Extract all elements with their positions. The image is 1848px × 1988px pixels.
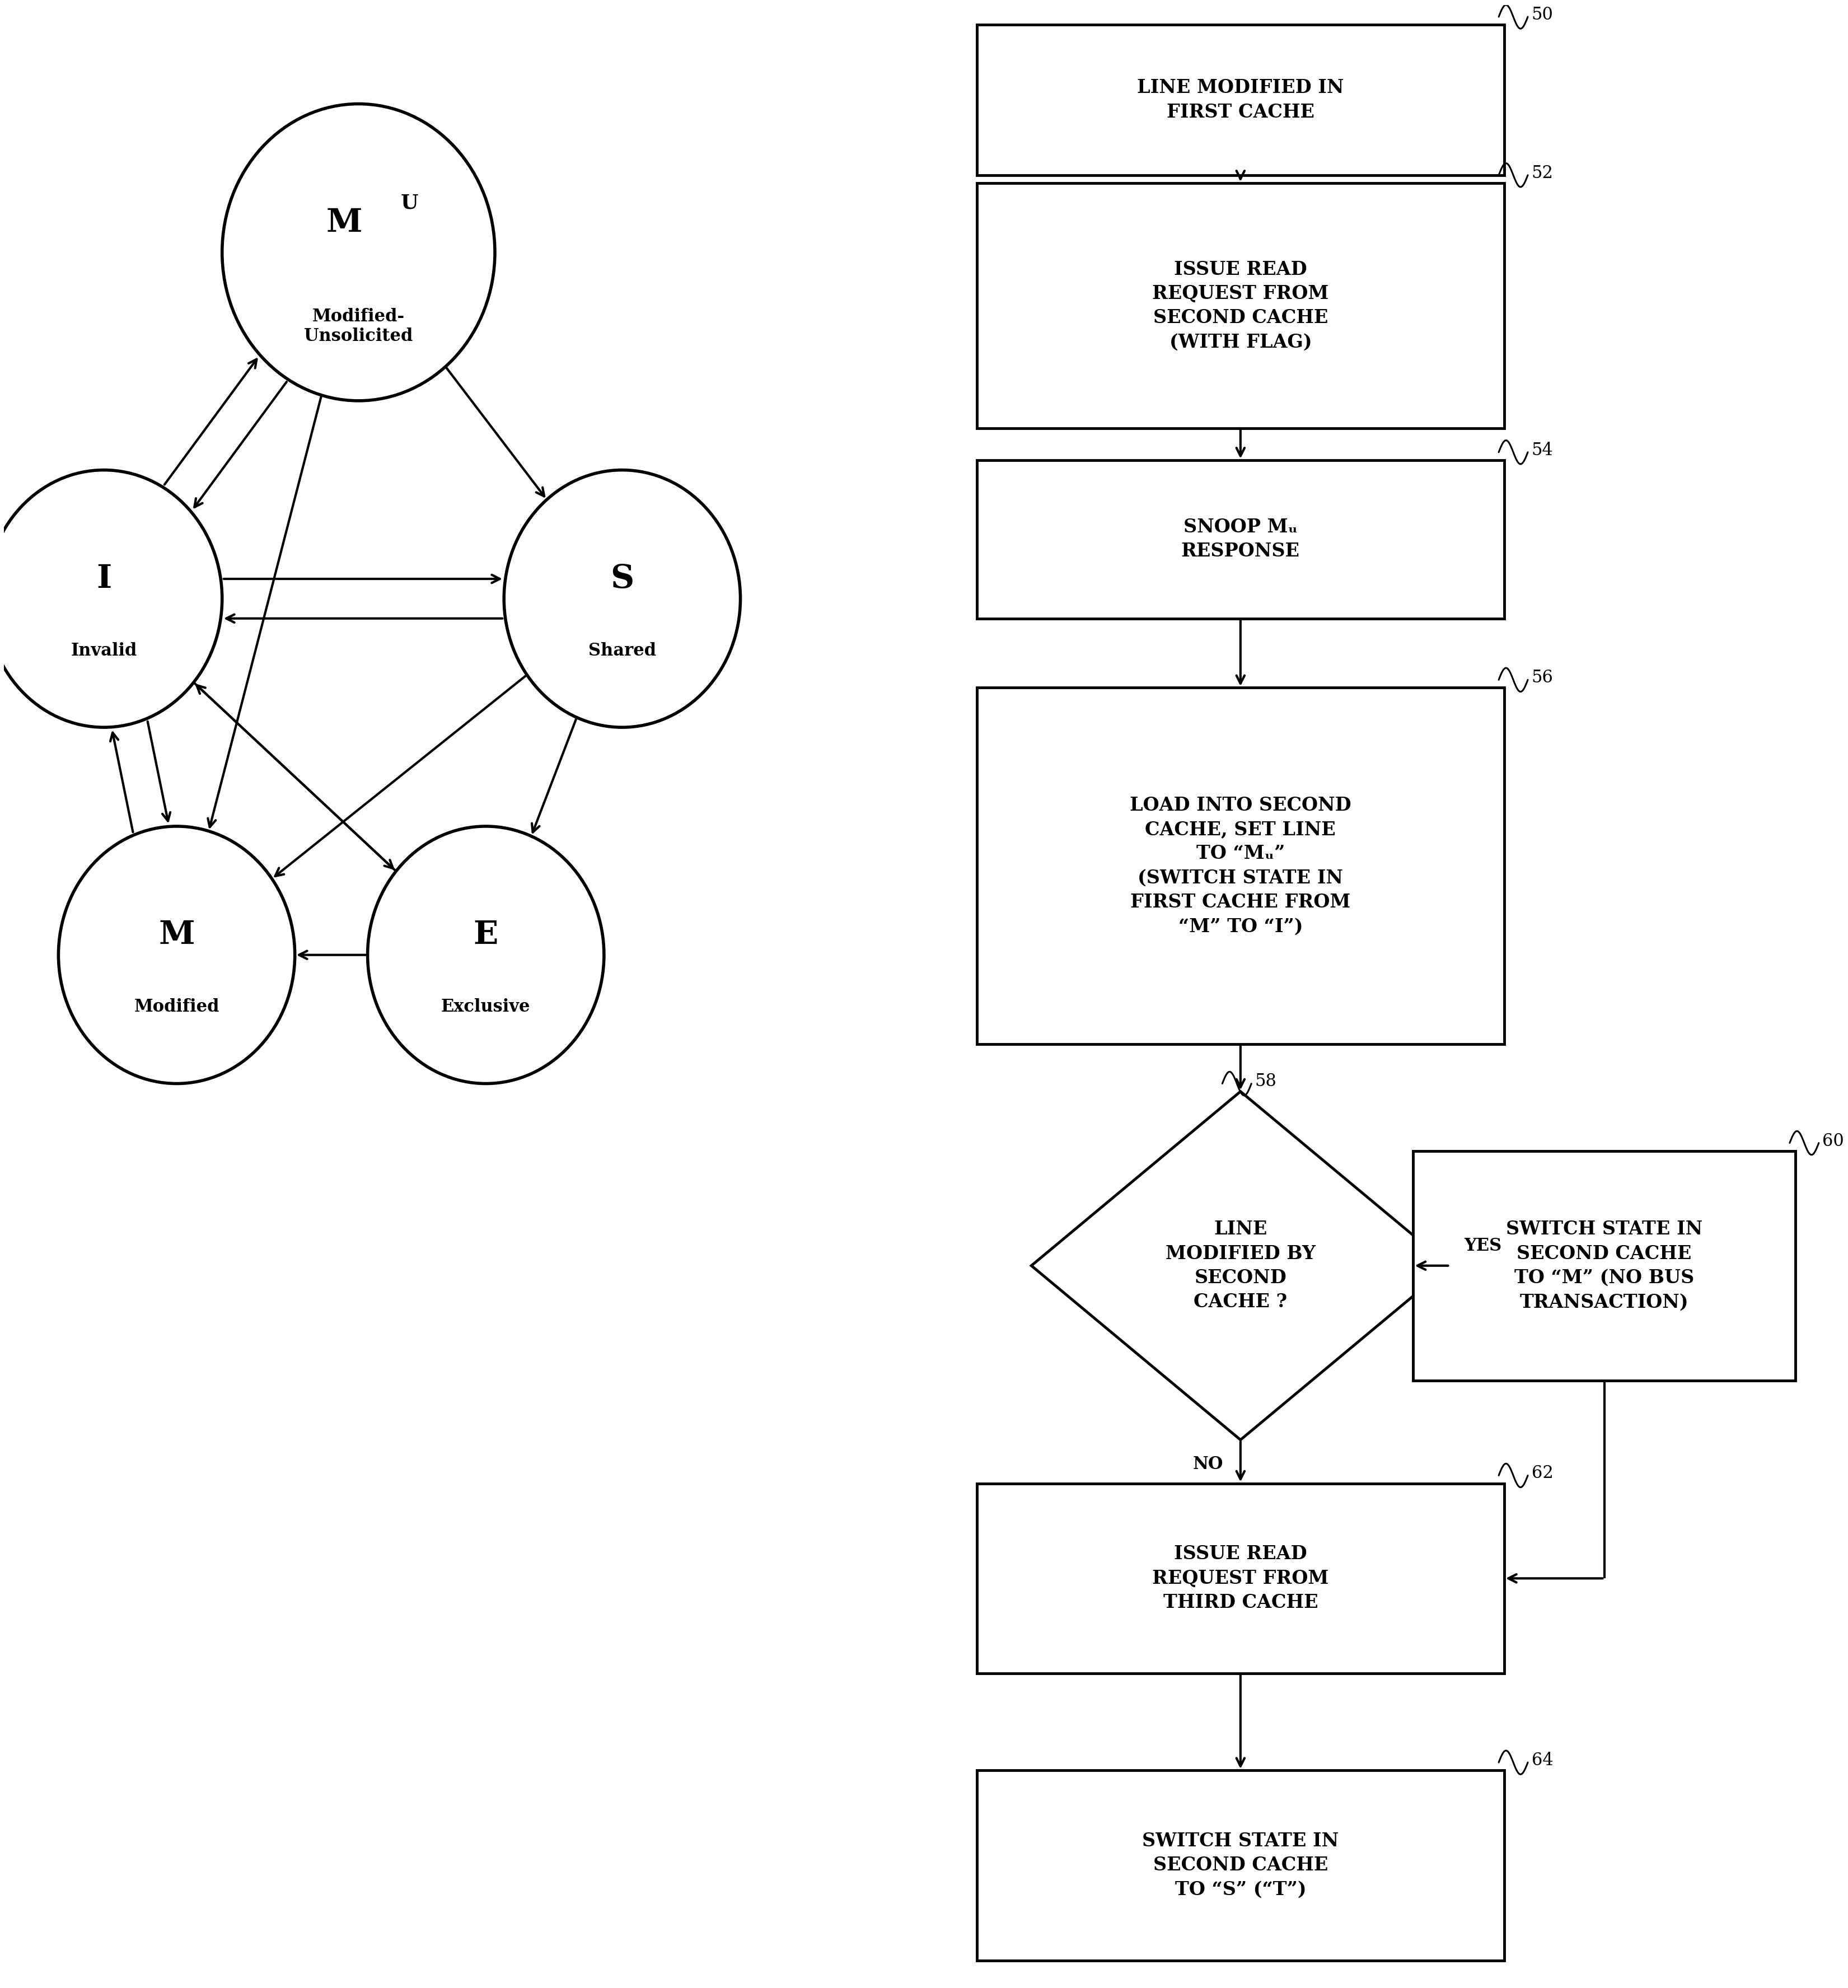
FancyBboxPatch shape bbox=[978, 459, 1504, 618]
Text: 62: 62 bbox=[1532, 1465, 1552, 1483]
FancyBboxPatch shape bbox=[978, 24, 1504, 175]
FancyBboxPatch shape bbox=[978, 688, 1504, 1044]
Text: 56: 56 bbox=[1532, 670, 1552, 686]
Text: M: M bbox=[325, 207, 362, 239]
Polygon shape bbox=[1031, 1091, 1449, 1439]
Text: LOAD INTO SECOND
CACHE, SET LINE
TO “Mᵤ”
(SWITCH STATE IN
FIRST CACHE FROM
“M” T: LOAD INTO SECOND CACHE, SET LINE TO “Mᵤ”… bbox=[1129, 795, 1351, 936]
Text: M: M bbox=[159, 920, 194, 950]
Circle shape bbox=[222, 103, 495, 402]
Text: YES: YES bbox=[1464, 1237, 1502, 1254]
Text: SWITCH STATE IN
SECOND CACHE
TO “S” (“T”): SWITCH STATE IN SECOND CACHE TO “S” (“T”… bbox=[1142, 1831, 1338, 1899]
Text: SWITCH STATE IN
SECOND CACHE
TO “M” (NO BUS
TRANSACTION): SWITCH STATE IN SECOND CACHE TO “M” (NO … bbox=[1506, 1221, 1702, 1312]
Text: NO: NO bbox=[1192, 1455, 1223, 1473]
Text: LINE MODIFIED IN
FIRST CACHE: LINE MODIFIED IN FIRST CACHE bbox=[1137, 80, 1343, 121]
Circle shape bbox=[59, 827, 296, 1083]
FancyBboxPatch shape bbox=[1414, 1151, 1794, 1380]
Circle shape bbox=[505, 469, 741, 728]
Text: LINE
MODIFIED BY
SECOND
CACHE ?: LINE MODIFIED BY SECOND CACHE ? bbox=[1166, 1221, 1316, 1312]
Text: Modified: Modified bbox=[133, 998, 220, 1016]
Text: I: I bbox=[96, 563, 111, 594]
Text: 64: 64 bbox=[1532, 1751, 1552, 1769]
Text: ISSUE READ
REQUEST FROM
THIRD CACHE: ISSUE READ REQUEST FROM THIRD CACHE bbox=[1151, 1545, 1329, 1612]
Text: 54: 54 bbox=[1532, 441, 1552, 459]
Text: Invalid: Invalid bbox=[70, 642, 137, 660]
Text: S: S bbox=[610, 563, 634, 594]
FancyBboxPatch shape bbox=[978, 1483, 1504, 1674]
Text: E: E bbox=[473, 920, 499, 950]
FancyBboxPatch shape bbox=[978, 1771, 1504, 1960]
Text: 58: 58 bbox=[1255, 1074, 1277, 1089]
Circle shape bbox=[0, 469, 222, 728]
Text: SNOOP Mᵤ
RESPONSE: SNOOP Mᵤ RESPONSE bbox=[1181, 519, 1299, 561]
Text: 60: 60 bbox=[1822, 1133, 1844, 1149]
FancyBboxPatch shape bbox=[978, 183, 1504, 429]
Text: Modified-
Unsolicited: Modified- Unsolicited bbox=[305, 308, 412, 346]
Text: 50: 50 bbox=[1532, 6, 1552, 24]
Text: 52: 52 bbox=[1532, 165, 1554, 181]
Circle shape bbox=[368, 827, 604, 1083]
Text: Exclusive: Exclusive bbox=[442, 998, 530, 1016]
Text: Shared: Shared bbox=[588, 642, 656, 660]
Text: U: U bbox=[401, 193, 418, 213]
Text: ISSUE READ
REQUEST FROM
SECOND CACHE
(WITH FLAG): ISSUE READ REQUEST FROM SECOND CACHE (WI… bbox=[1151, 260, 1329, 352]
